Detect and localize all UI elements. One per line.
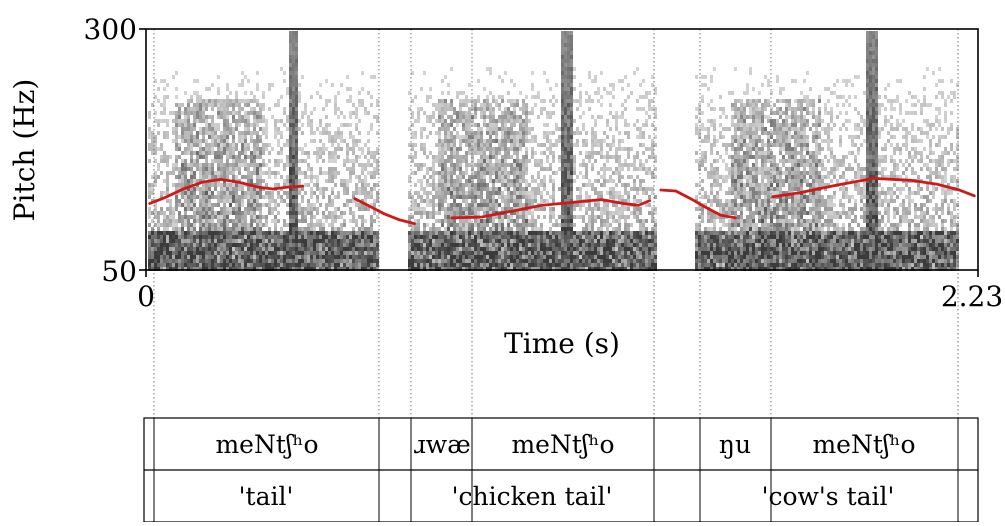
annotation-textgrid: meNtʃʰo ɹwæ meNtʃʰo ŋu meNtʃʰo 'tail' 'c… [144, 418, 978, 522]
tier2-label-tail-gloss: 'tail' [239, 482, 294, 511]
tier2-label-cow-tail-gloss: 'cow's tail' [762, 482, 895, 511]
tier2-label-chicken-tail-gloss: 'chicken tail' [452, 482, 613, 511]
y-axis-label: Pitch (Hz) [8, 79, 41, 222]
x-axis-label: Time (s) [504, 327, 620, 360]
tier1-label-cow-tail-word: meNtʃʰo [812, 430, 915, 459]
spectrogram-background [148, 31, 959, 271]
x-tick-label-left: 0 [137, 280, 155, 313]
y-tick-label-top: 300 [84, 13, 137, 46]
tier1-label-chicken: ɹwæ [413, 430, 470, 459]
x-tick-label-right: 2.23 [941, 280, 1003, 313]
tier1-label-cow: ŋu [719, 430, 751, 459]
tier1-label-tail-word: meNtʃʰo [215, 430, 318, 459]
tier1-label-chicken-tail-word: meNtʃʰo [511, 430, 614, 459]
y-tick-label-bottom: 50 [101, 255, 137, 288]
